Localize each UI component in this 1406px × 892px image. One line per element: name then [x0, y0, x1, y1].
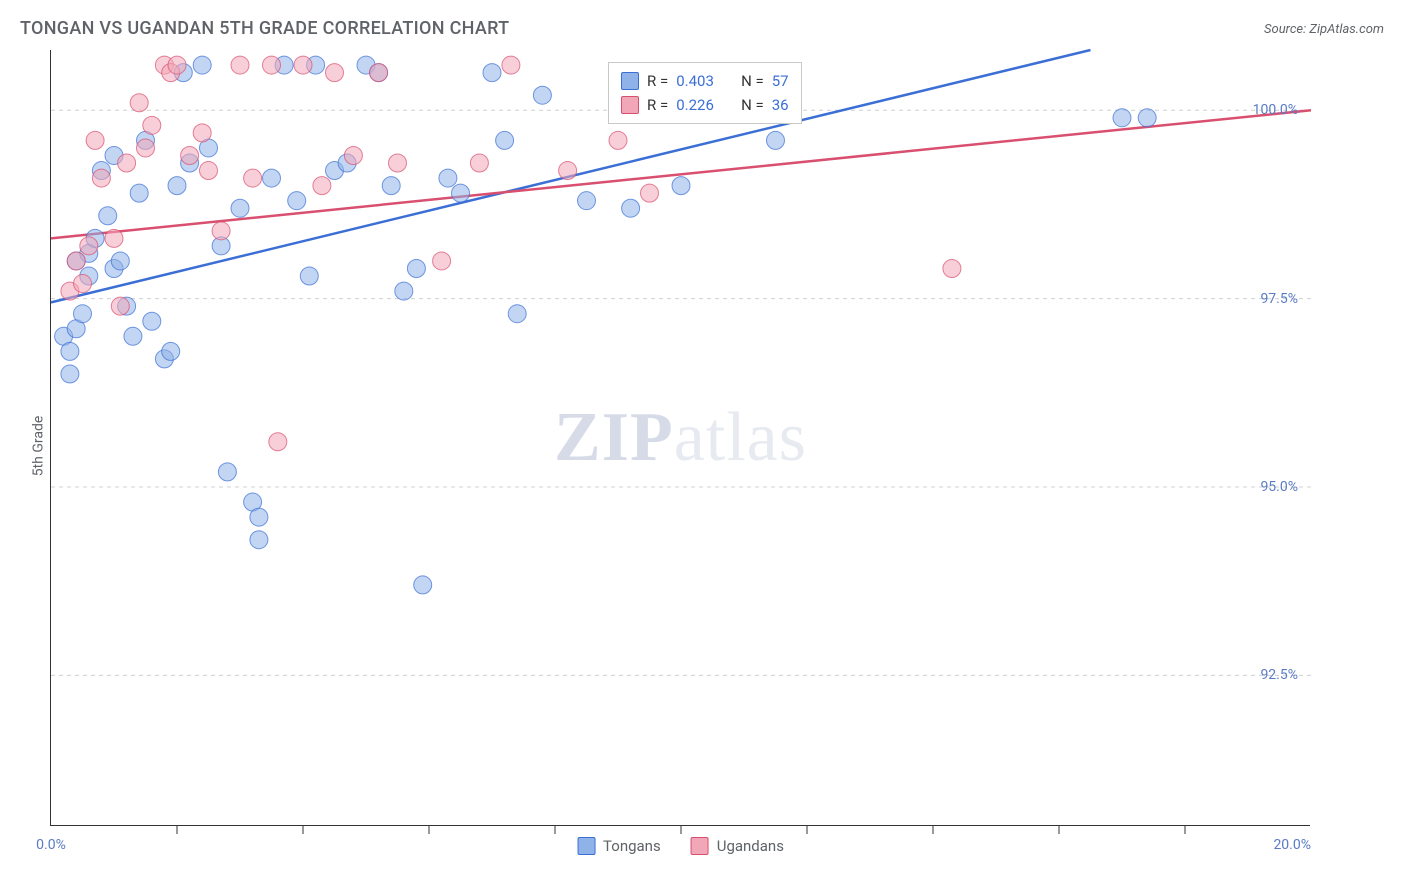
legend-r-value: 0.226: [676, 93, 714, 117]
series-legend: Tongans Ugandans: [577, 837, 784, 855]
legend-swatch: [621, 72, 639, 90]
series-legend-label: Tongans: [603, 837, 661, 855]
series-legend-label: Ugandans: [717, 837, 784, 855]
chart-svg: [51, 50, 1310, 825]
legend-n-value: 36: [772, 93, 789, 117]
x-tick-label: 20.0%: [1273, 837, 1311, 853]
y-tick-label: 100.0%: [1253, 102, 1298, 118]
legend-row: R = 0.226 N = 36: [621, 93, 789, 117]
legend-swatch: [621, 96, 639, 114]
plot-area: ZIPatlas R = 0.403 N = 57R = 0.226 N = 3…: [50, 50, 1310, 826]
y-tick-label: 97.5%: [1260, 291, 1298, 307]
legend-swatch: [577, 837, 595, 855]
legend-row: R = 0.403 N = 57: [621, 69, 789, 93]
chart-container: TONGAN VS UGANDAN 5TH GRADE CORRELATION …: [0, 0, 1406, 892]
legend-r-value: 0.403: [676, 69, 714, 93]
series-legend-item: Ugandans: [691, 837, 784, 855]
x-tick-label: 0.0%: [36, 837, 66, 853]
correlation-legend: R = 0.403 N = 57R = 0.226 N = 36: [608, 62, 802, 124]
legend-n-value: 57: [772, 69, 789, 93]
legend-swatch: [691, 837, 709, 855]
y-tick-label: 95.0%: [1260, 479, 1298, 495]
series-legend-item: Tongans: [577, 837, 661, 855]
y-tick-label: 92.5%: [1260, 667, 1298, 683]
source-attribution: Source: ZipAtlas.com: [1264, 22, 1384, 37]
chart-title: TONGAN VS UGANDAN 5TH GRADE CORRELATION …: [20, 18, 509, 39]
y-axis-label: 5th Grade: [30, 416, 46, 477]
